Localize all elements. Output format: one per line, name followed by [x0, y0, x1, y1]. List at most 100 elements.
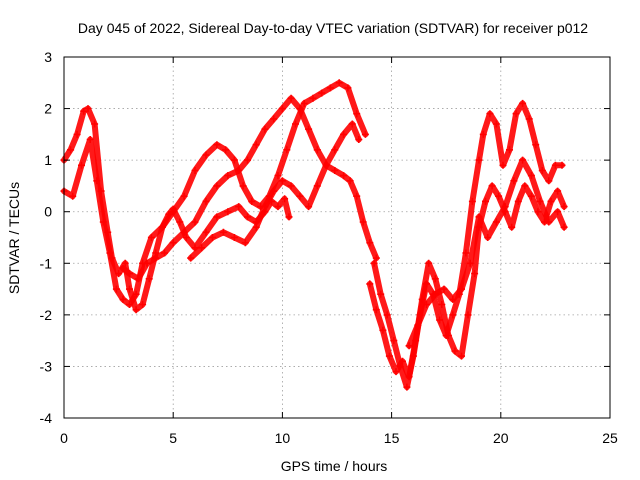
data-point [335, 79, 343, 87]
data-point [554, 187, 562, 195]
data-point [313, 146, 321, 154]
x-tick-label: 25 [602, 430, 618, 446]
y-axis-label: SDTVAR / TECUs [6, 182, 22, 294]
data-point [405, 342, 413, 350]
data-point [244, 156, 251, 164]
data-point [161, 249, 168, 257]
data-point [78, 161, 85, 169]
data-point [438, 301, 446, 308]
data-point [499, 161, 507, 169]
data-point [143, 259, 151, 267]
data-point [106, 249, 114, 257]
x-tick-label: 15 [384, 430, 400, 446]
y-tick-label: 2 [44, 101, 52, 117]
x-tick-label: 10 [275, 430, 291, 446]
data-point [278, 177, 286, 185]
data-point [244, 213, 251, 221]
data-point [67, 146, 75, 154]
axis-ticks: 0 5 10 15 20 25 -4 -3 -2 -1 0 1 2 3 [40, 49, 618, 446]
data-point [506, 146, 513, 154]
data-point [536, 197, 544, 205]
data-point [169, 208, 177, 216]
data-point [134, 275, 142, 283]
data-point [235, 167, 243, 174]
data-point [139, 301, 147, 308]
data-point [112, 285, 120, 293]
data-point [132, 290, 140, 298]
data-point [119, 295, 127, 303]
data-point [340, 130, 348, 138]
data-point [285, 213, 293, 221]
data-point [392, 368, 400, 376]
data-point [348, 120, 356, 128]
chart-title: Day 045 of 2022, Sidereal Day-to-day VTE… [78, 20, 588, 36]
data-point [353, 192, 361, 200]
data-point [458, 285, 465, 293]
y-tick-label: 3 [44, 49, 52, 65]
data-point [191, 218, 199, 226]
data-point [492, 120, 500, 128]
data-point [318, 89, 326, 97]
data-point [292, 120, 299, 128]
series-track-3 [119, 94, 380, 283]
data-point [560, 203, 568, 211]
data-point [119, 264, 127, 272]
data-point [202, 228, 210, 236]
data-point [484, 234, 492, 241]
data-point [300, 99, 308, 107]
data-point [213, 182, 221, 190]
data-point [475, 156, 483, 164]
data-point [449, 311, 457, 319]
data-point [121, 259, 129, 267]
data-point [409, 352, 417, 360]
data-point [560, 223, 568, 231]
data-point [305, 125, 313, 133]
data-point [527, 172, 535, 180]
data-point [230, 156, 238, 164]
data-point [440, 285, 448, 293]
y-tick-label: 0 [44, 204, 52, 220]
series-line [120, 95, 380, 282]
data-point [224, 172, 232, 180]
data-point [202, 197, 210, 205]
data-point [383, 311, 391, 319]
data-point [84, 105, 92, 113]
data-point [281, 195, 289, 203]
data-point [86, 136, 94, 143]
data-point [519, 99, 527, 107]
data-point [180, 228, 188, 236]
data-point [488, 182, 496, 190]
data-point [230, 234, 238, 241]
data-point [508, 223, 516, 231]
data-point [305, 203, 313, 211]
series-track-4 [187, 120, 363, 262]
data-point [372, 306, 380, 314]
data-point [510, 177, 518, 185]
y-tick-label: -1 [40, 255, 53, 271]
data-point [431, 275, 439, 283]
data-point [239, 182, 247, 190]
data-point [248, 197, 256, 205]
y-tick-label: -4 [40, 410, 53, 426]
data-point [545, 218, 553, 226]
data-point [545, 177, 553, 185]
data-point [283, 146, 291, 154]
y-tick-label: -3 [40, 358, 53, 374]
data-point [366, 239, 374, 247]
data-point [359, 218, 367, 226]
x-tick-label: 5 [169, 430, 177, 446]
y-tick-label: -2 [40, 307, 53, 323]
data-point [313, 182, 321, 190]
series-line [371, 100, 565, 391]
series-track-7 [405, 156, 568, 350]
data-point [287, 94, 295, 102]
data-point [396, 362, 404, 370]
data-point [423, 301, 430, 308]
data-point [379, 326, 387, 334]
data-point [176, 218, 184, 226]
plot-frame [63, 56, 611, 419]
data-series [60, 79, 568, 391]
data-point [538, 167, 546, 174]
